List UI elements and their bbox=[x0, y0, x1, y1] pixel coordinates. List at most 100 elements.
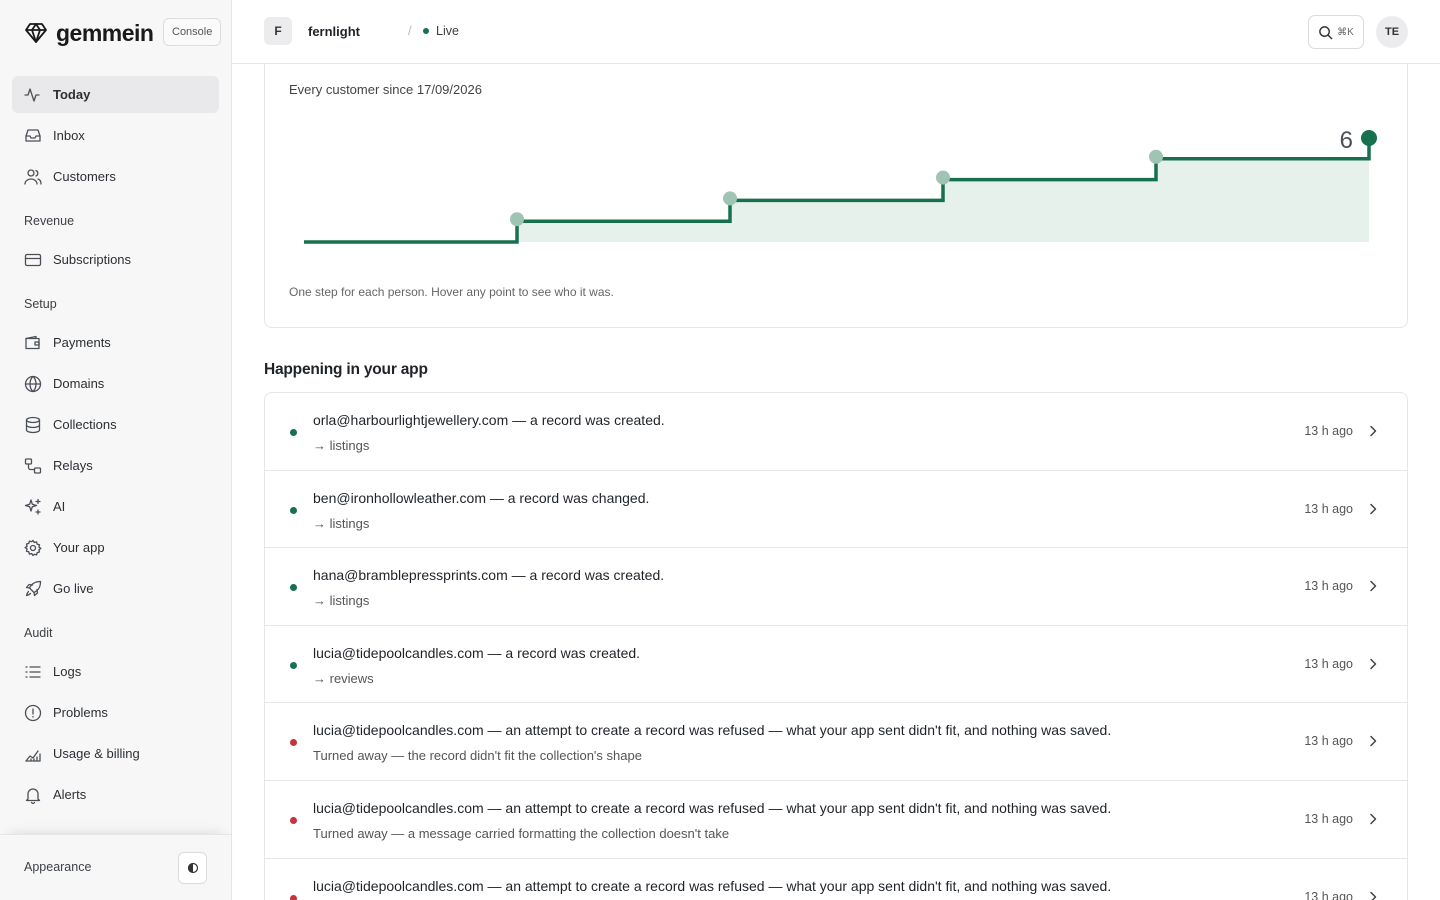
chart-latest-value-label: 6 bbox=[1340, 127, 1353, 154]
sidebar-item-inbox[interactable]: Inbox bbox=[12, 117, 219, 154]
activity-row[interactable]: lucia@tidepoolcandles.com — an attempt t… bbox=[265, 859, 1407, 900]
database-icon bbox=[25, 416, 41, 433]
chart-point[interactable] bbox=[1149, 149, 1163, 164]
event-status-dot bbox=[290, 816, 297, 824]
event-title: lucia@tidepoolcandles.com — an attempt t… bbox=[313, 877, 1112, 894]
chart-point[interactable] bbox=[936, 170, 950, 185]
rocket-icon bbox=[25, 580, 42, 596]
activity-section-title: Happening in your app bbox=[264, 361, 428, 378]
sidebar-item-icon bbox=[24, 580, 42, 598]
customers-chart-card: Every customer since 17/09/2026 6 One st… bbox=[264, 40, 1408, 328]
wallet-icon bbox=[25, 335, 40, 349]
sidebar-item-icon bbox=[24, 745, 42, 763]
sidebar-item-label: Usage & billing bbox=[53, 746, 140, 761]
app-name[interactable]: fernlight bbox=[308, 24, 360, 39]
event-title: hana@bramblepressprints.com — a record w… bbox=[313, 567, 665, 584]
app-avatar[interactable]: F bbox=[264, 17, 292, 45]
sidebar-item-icon bbox=[24, 457, 42, 475]
sidebar-item-domains[interactable]: Domains bbox=[12, 365, 219, 402]
event-detail: → listings bbox=[313, 593, 370, 609]
chart-point[interactable] bbox=[723, 191, 737, 206]
sidebar-item-label: Logs bbox=[53, 664, 82, 679]
list-icon bbox=[25, 665, 41, 678]
event-detail: → reviews bbox=[313, 670, 374, 686]
search-button[interactable]: ⌘K bbox=[1308, 15, 1364, 49]
chevron-right-icon bbox=[1370, 813, 1377, 825]
event-time: 13 h ago bbox=[1304, 501, 1353, 516]
sidebar-item-your-app[interactable]: Your app bbox=[12, 529, 219, 566]
sidebar-item-icon bbox=[24, 539, 42, 557]
sidebar-item-customers[interactable]: Customers bbox=[12, 158, 219, 195]
sidebar-item-subscriptions[interactable]: Subscriptions bbox=[12, 241, 219, 278]
activity-row[interactable]: lucia@tidepoolcandles.com — an attempt t… bbox=[265, 703, 1407, 781]
inbox-icon bbox=[25, 128, 41, 142]
sidebar-item-label: Subscriptions bbox=[53, 252, 132, 267]
sidebar-section-setup: Setup bbox=[24, 297, 57, 311]
sidebar: gemmein Console Today Inbox Customers Reven… bbox=[0, 0, 232, 900]
event-status-dot bbox=[290, 739, 297, 747]
sidebar-item-collections[interactable]: Collections bbox=[12, 406, 219, 443]
event-time: 13 h ago bbox=[1304, 579, 1353, 594]
activity-row[interactable]: orla@harbourlightjewellery.com — a recor… bbox=[265, 393, 1407, 471]
activity-row[interactable]: lucia@tidepoolcandles.com — a record was… bbox=[265, 626, 1407, 704]
sidebar-item-icon bbox=[24, 86, 42, 104]
nav-gap bbox=[12, 199, 219, 211]
nav-gap bbox=[12, 643, 219, 653]
card-icon bbox=[24, 253, 42, 266]
top-header: F fernlight / Live ⌘K TE bbox=[232, 0, 1440, 64]
gear-icon bbox=[24, 539, 42, 556]
sidebar-item-today[interactable]: Today bbox=[12, 76, 219, 113]
search-icon bbox=[1319, 25, 1333, 39]
event-time: 13 h ago bbox=[1304, 889, 1353, 900]
sidebar-item-relays[interactable]: Relays bbox=[12, 447, 219, 484]
sidebar-item-ai[interactable]: AI bbox=[12, 488, 219, 525]
search-shortcut: ⌘K bbox=[1337, 26, 1354, 38]
sidebar-item-label: Payments bbox=[53, 335, 111, 350]
alert-circle-icon bbox=[24, 704, 42, 721]
event-title: ben@ironhollowleather.com — a record was… bbox=[313, 489, 650, 506]
activity-row[interactable]: hana@bramblepressprints.com — a record w… bbox=[265, 548, 1407, 626]
chart-point-latest[interactable] bbox=[1361, 130, 1377, 146]
sidebar-item-label: Domains bbox=[53, 376, 105, 391]
event-status-dot bbox=[290, 584, 297, 592]
sidebar-item-label: Your app bbox=[53, 540, 105, 555]
chart-point[interactable] bbox=[510, 212, 524, 227]
brand[interactable]: gemmein bbox=[24, 18, 154, 48]
event-detail: → listings bbox=[313, 515, 370, 531]
event-title: lucia@tidepoolcandles.com — a record was… bbox=[313, 644, 641, 661]
event-time: 13 h ago bbox=[1304, 424, 1353, 438]
console-badge[interactable]: Console bbox=[163, 18, 222, 46]
sidebar-item-alerts[interactable]: Alerts bbox=[12, 776, 219, 813]
sidebar-item-icon bbox=[24, 663, 42, 681]
users-icon bbox=[24, 168, 42, 185]
chevron-right-icon bbox=[1370, 891, 1377, 900]
sidebar-item-payments[interactable]: Payments bbox=[12, 324, 219, 361]
event-title: lucia@tidepoolcandles.com — an attempt t… bbox=[313, 799, 1112, 816]
event-status-dot bbox=[290, 506, 297, 514]
event-time: 13 h ago bbox=[1304, 734, 1353, 749]
sidebar-item-label: Collections bbox=[53, 417, 117, 432]
sidebar-item-problems[interactable]: Problems bbox=[12, 694, 219, 731]
sidebar-item-icon bbox=[24, 168, 42, 186]
activity-row[interactable]: ben@ironhollowleather.com — a record was… bbox=[265, 471, 1407, 549]
sidebar-item-usage-billing[interactable]: Usage & billing bbox=[12, 735, 219, 772]
chevron-right-icon bbox=[1370, 736, 1377, 747]
nav-gap bbox=[12, 611, 219, 623]
user-avatar[interactable]: TE bbox=[1376, 16, 1408, 48]
sidebar-item-logs[interactable]: Logs bbox=[12, 653, 219, 690]
globe-icon bbox=[24, 375, 42, 392]
header-separator: / bbox=[408, 23, 412, 38]
gem-logo-icon bbox=[25, 23, 47, 43]
sidebar-item-label: Today bbox=[53, 87, 91, 102]
chevron-right-icon bbox=[1370, 580, 1377, 592]
live-dot bbox=[423, 28, 429, 34]
sidebar-item-label: Problems bbox=[53, 705, 108, 720]
sidebar-item-go-live[interactable]: Go live bbox=[12, 570, 219, 607]
sidebar-item-icon bbox=[24, 498, 42, 516]
sidebar-section-revenue: Revenue bbox=[24, 214, 75, 228]
live-status-label: Live bbox=[436, 24, 459, 38]
activity-row[interactable]: lucia@tidepoolcandles.com — an attempt t… bbox=[265, 781, 1407, 859]
appearance-toggle[interactable] bbox=[178, 852, 207, 884]
sparkle-icon bbox=[24, 498, 41, 515]
sidebar-item-label: Inbox bbox=[53, 128, 85, 143]
